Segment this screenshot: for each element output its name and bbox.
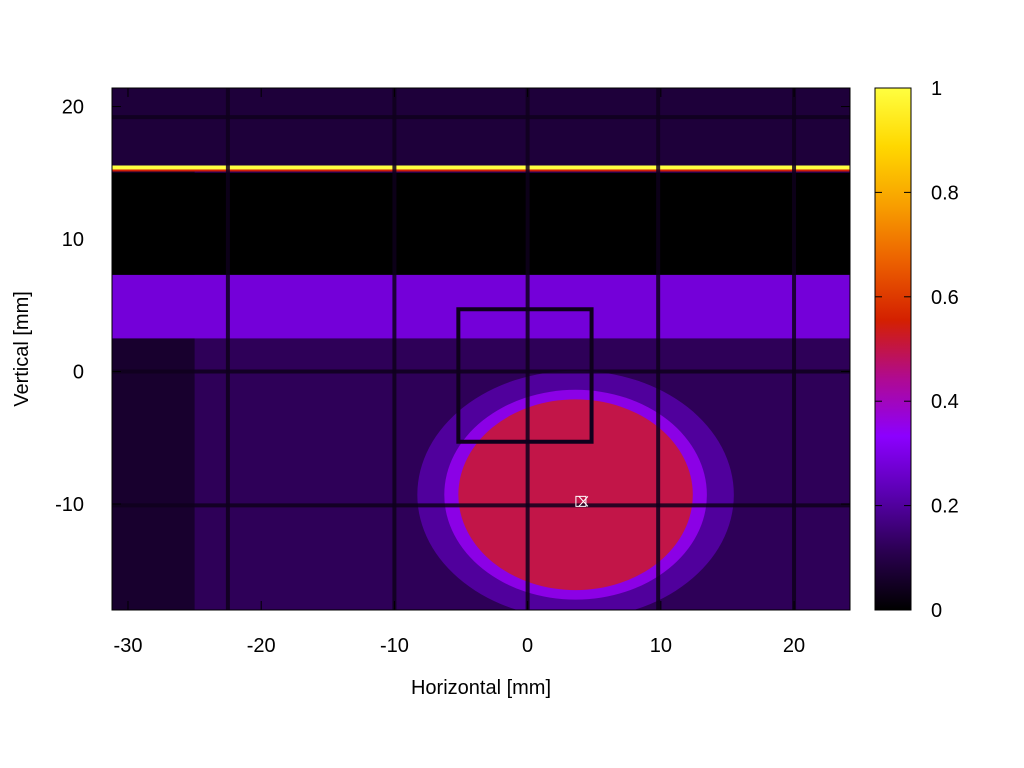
- dark-band: [112, 172, 850, 275]
- colorbar-ticks: 0 0.2 0.4 0.6 0.8 1: [875, 78, 959, 622]
- tick-labels: -30 -20 -10 0 10 20 -10 0 10 20: [55, 97, 805, 657]
- beam-spot: [458, 399, 693, 591]
- colorbar-tick-label: 0.8: [931, 182, 959, 204]
- plot-area: [112, 88, 850, 610]
- x-axis-label: Horizontal [mm]: [411, 677, 551, 699]
- field-top-region: [112, 88, 850, 168]
- x-tick-label: 20: [783, 635, 805, 657]
- colorbar-tick-label: 0.6: [931, 287, 959, 309]
- x-tick-label: -10: [380, 635, 409, 657]
- x-tick-label: 0: [522, 635, 533, 657]
- bright-line: [112, 165, 850, 170]
- colorbar-tick-label: 1: [931, 78, 942, 100]
- inner-box: [456, 307, 594, 444]
- x-tick-label: 10: [650, 635, 672, 657]
- plot-frame: [111, 87, 851, 611]
- x-tick-label: -30: [114, 635, 143, 657]
- bright-band: [112, 274, 850, 339]
- y-tick-label: -10: [55, 494, 84, 516]
- center-marker-cross: [578, 496, 589, 507]
- x-tick-label: -20: [247, 635, 276, 657]
- y-tick-label: 10: [62, 229, 84, 251]
- axis-ticks: [112, 88, 850, 610]
- colorbar: [874, 87, 912, 611]
- center-marker-square: [575, 495, 587, 507]
- colorbar-tick-label: 0: [931, 600, 942, 622]
- colorbar-tick-label: 0.2: [931, 496, 959, 518]
- y-tick-label: 0: [73, 362, 84, 384]
- bright-line-edge: [112, 169, 850, 172]
- y-axis-label: Vertical [mm]: [11, 291, 33, 407]
- y-tick-label: 20: [62, 97, 84, 119]
- colorbar-tick-label: 0.4: [931, 391, 959, 413]
